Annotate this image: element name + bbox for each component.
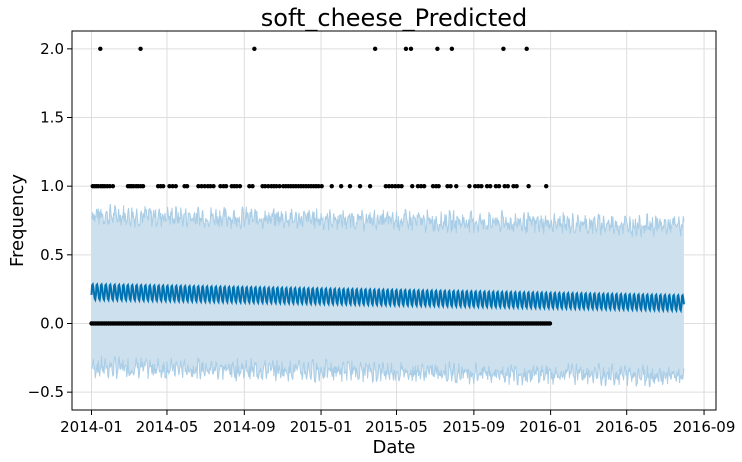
observed-point bbox=[202, 183, 207, 189]
observed-point bbox=[262, 183, 268, 189]
observed-point bbox=[493, 183, 499, 189]
observed-point bbox=[170, 183, 175, 189]
observed-point bbox=[526, 183, 531, 189]
observed-point bbox=[445, 183, 450, 189]
observed-point bbox=[511, 183, 516, 189]
observed-point bbox=[436, 183, 441, 189]
observed-point bbox=[488, 183, 493, 189]
observed-point bbox=[484, 183, 490, 189]
observed-point bbox=[399, 183, 404, 189]
observed-point bbox=[449, 46, 455, 52]
observed-point bbox=[383, 183, 389, 189]
observed-point bbox=[496, 183, 502, 189]
observed-point bbox=[408, 46, 414, 52]
y-tick-label: 2.0 bbox=[40, 40, 64, 58]
observed-point bbox=[218, 183, 223, 189]
observed-point bbox=[110, 183, 116, 189]
observed-point bbox=[252, 46, 257, 52]
observed-point bbox=[403, 46, 409, 52]
observed-point bbox=[247, 183, 252, 189]
observed-points bbox=[89, 46, 553, 326]
observed-point bbox=[472, 183, 478, 189]
x-tick-label: 2014-05 bbox=[136, 418, 199, 436]
observed-point bbox=[415, 183, 421, 189]
observed-point bbox=[544, 183, 549, 189]
observed-point bbox=[389, 183, 395, 189]
observed-point bbox=[372, 46, 378, 52]
y-axis-label: Frequency bbox=[7, 174, 28, 267]
x-tick-label: 2016-01 bbox=[519, 418, 582, 436]
uncertainty-upper-edge bbox=[91, 204, 685, 238]
observed-point bbox=[319, 183, 324, 189]
observed-point bbox=[524, 46, 529, 52]
observed-point bbox=[329, 183, 334, 189]
observed-point bbox=[421, 183, 427, 189]
observed-point bbox=[208, 183, 213, 189]
plot-frame bbox=[71, 30, 717, 411]
observed-point bbox=[547, 321, 553, 326]
chart-title: soft_cheese_Predicted bbox=[261, 4, 528, 32]
x-tick-label: 2014-01 bbox=[60, 418, 123, 436]
y-axis-ticks: −0.5 0.0 0.5 1.0 1.5 2.0 bbox=[28, 40, 72, 401]
observed-point bbox=[211, 183, 216, 189]
y-tick-label: 0.5 bbox=[40, 246, 64, 264]
observed-point bbox=[393, 183, 398, 189]
observed-point bbox=[266, 183, 271, 189]
observed-point bbox=[418, 183, 424, 189]
observed-point bbox=[199, 183, 204, 189]
y-tick-label: −0.5 bbox=[28, 383, 64, 401]
observed-point bbox=[430, 183, 436, 189]
observed-point bbox=[502, 183, 507, 189]
observed-point bbox=[386, 183, 392, 189]
observed-point bbox=[250, 183, 255, 189]
observed-point bbox=[501, 46, 506, 52]
observed-point bbox=[338, 183, 344, 189]
x-tick-label: 2016-05 bbox=[595, 418, 658, 436]
y-tick-label: 0.0 bbox=[40, 314, 64, 332]
observed-point bbox=[173, 183, 178, 189]
observed-point bbox=[505, 183, 511, 189]
observed-point bbox=[138, 46, 143, 52]
observed-point bbox=[98, 46, 103, 52]
observed-point bbox=[367, 183, 373, 189]
observed-point bbox=[140, 183, 146, 189]
observed-point bbox=[107, 183, 112, 189]
x-axis-label: Date bbox=[372, 437, 415, 458]
observed-point bbox=[184, 183, 190, 189]
x-tick-label: 2014-09 bbox=[213, 418, 276, 436]
observed-point bbox=[448, 183, 453, 189]
observed-point bbox=[347, 183, 353, 189]
observed-point bbox=[316, 183, 321, 189]
forecast-yhat-line bbox=[90, 282, 685, 314]
x-tick-label: 2016-09 bbox=[673, 418, 736, 436]
y-tick-label: 1.0 bbox=[40, 177, 64, 195]
observed-point bbox=[454, 183, 459, 189]
observed-point bbox=[237, 183, 243, 189]
observed-point bbox=[435, 46, 440, 52]
x-tick-label: 2015-09 bbox=[443, 418, 506, 436]
y-tick-label: 1.5 bbox=[40, 109, 64, 127]
x-tick-label: 2015-05 bbox=[365, 418, 428, 436]
observed-point bbox=[514, 183, 519, 189]
x-tick-label: 2015-01 bbox=[290, 418, 353, 436]
observed-point bbox=[467, 183, 472, 189]
observed-point bbox=[476, 183, 481, 189]
observed-point bbox=[234, 183, 239, 189]
observed-point bbox=[410, 183, 415, 189]
observed-point bbox=[396, 183, 401, 189]
observed-point bbox=[277, 183, 282, 189]
observed-point bbox=[274, 183, 279, 189]
observed-point bbox=[223, 183, 229, 189]
uncertainty-lower-edge bbox=[91, 355, 685, 388]
x-axis-ticks: 2014-01 2014-05 2014-09 2015-01 2015-05 2015-… bbox=[60, 410, 735, 436]
observed-point bbox=[357, 183, 363, 189]
observed-point bbox=[160, 183, 166, 189]
observed-point bbox=[479, 183, 484, 189]
forecast-line bbox=[90, 282, 685, 314]
observed-point bbox=[167, 183, 172, 189]
observed-point bbox=[196, 183, 201, 189]
